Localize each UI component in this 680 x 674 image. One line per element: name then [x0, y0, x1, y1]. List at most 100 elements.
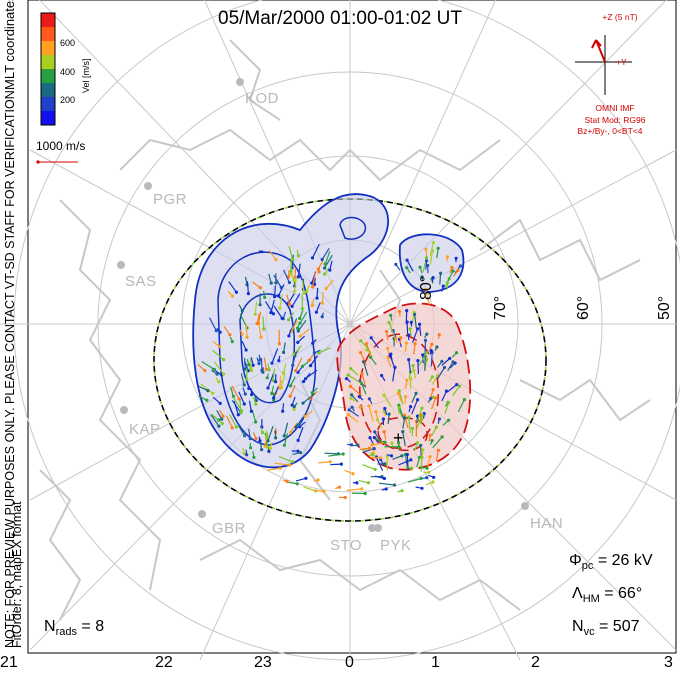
velocity-vector	[432, 436, 443, 449]
velocity-vector	[406, 259, 414, 272]
velocity-vector	[431, 375, 439, 385]
velocity-vector	[299, 421, 306, 428]
velocity-vector	[389, 355, 396, 368]
velocity-vector	[383, 431, 387, 440]
velocity-vector	[370, 441, 386, 446]
velocity-vector	[231, 399, 242, 414]
velocity-vector	[346, 488, 362, 492]
velocity-vector	[198, 385, 209, 392]
velocity-vector	[321, 312, 324, 317]
station-marker-sto	[368, 524, 376, 532]
velocity-vector	[451, 352, 458, 358]
coordinate-system-label: MLT coordinates	[2, 0, 17, 90]
velocity-vector	[212, 349, 225, 361]
velocity-vector	[267, 373, 275, 389]
velocity-vector	[278, 355, 281, 361]
velocity-vector	[263, 290, 266, 298]
velocity-vector	[297, 427, 304, 441]
velocity-vector	[411, 328, 419, 343]
velocity-vector	[271, 348, 279, 364]
velocity-vector	[254, 301, 258, 315]
velocity-vector	[294, 267, 297, 278]
velocity-vector	[397, 393, 403, 403]
velocity-vector	[404, 396, 407, 404]
map-title: 05/Mar/2000 01:00-01:02 UT	[218, 8, 462, 29]
velocity-vector	[344, 469, 354, 475]
velocity-vector	[383, 411, 387, 417]
mlt-label-1: 1	[431, 654, 440, 671]
velocity-vector	[266, 467, 281, 471]
colorbar-tick-200: 200	[60, 95, 76, 105]
velocity-vector	[428, 376, 433, 383]
velocity-vector	[312, 272, 317, 288]
velocity-vector	[311, 387, 318, 394]
velocity-vector	[293, 402, 298, 407]
velocity-vector	[446, 384, 458, 393]
colorbar-segment	[41, 111, 55, 126]
velocity-vector	[299, 310, 304, 319]
velocity-vector	[358, 480, 369, 484]
velocity-vector	[350, 397, 356, 402]
velocity-vector	[258, 324, 262, 338]
velocity-vector	[408, 372, 411, 378]
velocity-vector	[233, 400, 239, 415]
velocity-vector	[437, 418, 440, 425]
velocity-vector	[292, 452, 301, 455]
velocity-vector	[452, 270, 459, 277]
imf-z-label: +Z (5 nT)	[602, 12, 638, 22]
velocity-vector	[392, 330, 397, 338]
cross-polar-potential: Φpc = 26 kV	[569, 552, 653, 573]
hm-latitude: ΛHM = 66°	[572, 585, 643, 606]
velocity-vector	[267, 426, 274, 441]
velocity-vector	[360, 340, 369, 350]
velocity-vector	[295, 357, 303, 371]
velocity-vector	[398, 409, 403, 418]
station-marker-sas	[117, 261, 125, 269]
velocity-vector	[387, 357, 392, 368]
velocity-vector	[304, 410, 313, 417]
velocity-vector	[262, 316, 265, 330]
velocity-vector	[249, 358, 253, 371]
velocity-vector	[439, 273, 442, 285]
velocity-vector	[273, 386, 279, 399]
velocity-vector	[253, 394, 257, 401]
velocity-vector	[297, 335, 306, 343]
plot-frame	[27, 0, 677, 654]
velocity-vector	[227, 290, 233, 297]
velocity-vector	[324, 251, 331, 265]
velocity-vector	[252, 432, 257, 439]
velocity-vector	[282, 479, 288, 482]
velocity-vector	[408, 359, 412, 373]
velocity-vector	[256, 357, 260, 364]
velocity-vector	[415, 486, 423, 489]
velocity-vector	[374, 475, 385, 480]
velocity-vector	[215, 377, 220, 383]
velocity-vector	[283, 342, 286, 353]
station-kod: KOD	[245, 90, 280, 107]
velocity-vector	[330, 463, 342, 466]
velocity-vector	[361, 373, 367, 387]
velocity-vector	[308, 354, 314, 361]
colorbar-segment	[41, 83, 55, 98]
velocity-vector	[288, 312, 295, 321]
velocity-vector	[407, 477, 422, 483]
velocity-vector	[424, 340, 427, 356]
velocity-vector	[324, 452, 339, 455]
coastlines	[39, 39, 651, 621]
velocity-vector	[246, 381, 250, 389]
velocity-vector	[408, 417, 411, 433]
velocity-vector	[437, 367, 446, 380]
velocity-vector	[408, 406, 412, 413]
velocity-vector	[402, 417, 406, 429]
velocity-vector	[250, 357, 254, 366]
velocity-vector	[228, 281, 237, 293]
velocity-vector	[311, 298, 315, 306]
velocity-vector	[306, 284, 310, 292]
velocity-vector	[420, 457, 423, 472]
velocity-vector	[301, 279, 305, 294]
velocity-vector	[457, 399, 465, 413]
velocity-vector	[437, 361, 443, 368]
imf-source: OMNI IMF	[595, 103, 635, 113]
velocity-vector	[374, 431, 381, 441]
